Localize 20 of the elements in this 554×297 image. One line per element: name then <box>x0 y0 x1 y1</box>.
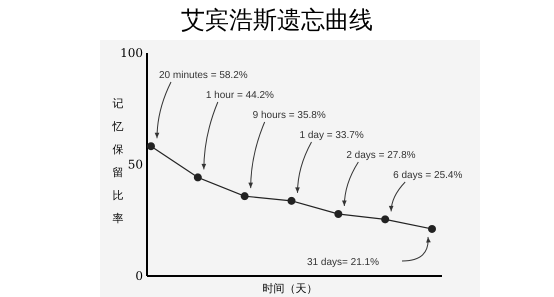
point <box>428 224 436 233</box>
chart-title: 艾宾浩斯遗忘曲线 <box>181 6 373 34</box>
annotation: 2 days = 27.8% <box>346 150 416 161</box>
y-tick-label: 100 <box>120 46 143 60</box>
annotation: 31 days= 21.1% <box>307 256 380 268</box>
annotation: 20 minutes = 58.2% <box>159 70 248 81</box>
annotation: 6 days = 25.4% <box>393 170 462 181</box>
x-axis-title: 时间（天） <box>262 282 318 295</box>
point <box>194 173 202 182</box>
y-axis-title: 记忆保留比率 <box>112 98 124 225</box>
point <box>334 210 342 218</box>
annotation: 1 hour = 44.2% <box>206 90 274 101</box>
point <box>288 196 296 205</box>
point <box>381 215 390 224</box>
point <box>240 192 249 200</box>
point <box>147 142 155 150</box>
y-tick-label: 0 <box>135 269 143 284</box>
annotation: 1 day = 33.7% <box>300 130 364 141</box>
annotation: 9 hours = 35.8% <box>252 110 326 121</box>
y-tick-label: 50 <box>128 158 143 172</box>
